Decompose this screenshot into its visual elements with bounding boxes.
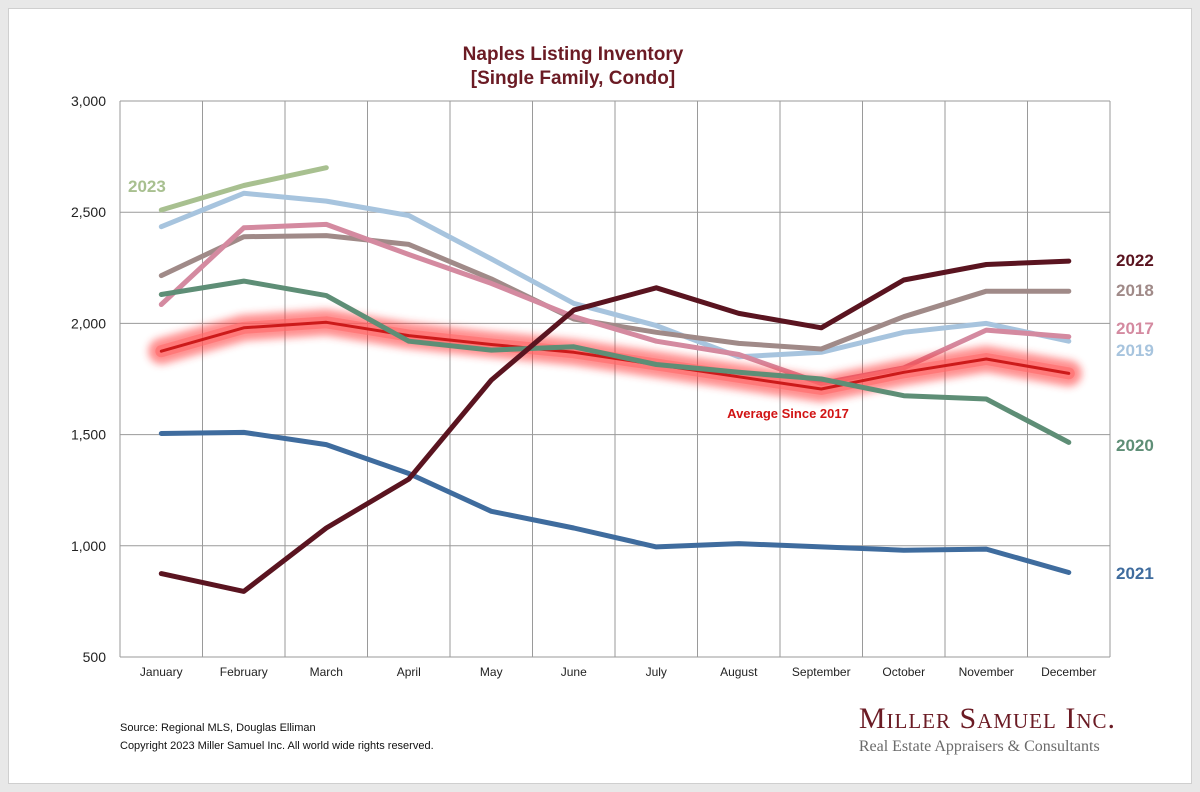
series-labels: 2023 2022 2018 2017 2019 2020 2021 bbox=[128, 177, 1154, 583]
source-note: Source: Regional MLS, Douglas Elliman bbox=[120, 722, 316, 734]
series-2020-line bbox=[158, 278, 1072, 445]
y-tick-label: 1,000 bbox=[71, 538, 106, 554]
brand-name: Miller Samuel Inc. bbox=[858, 702, 1116, 735]
copyright-note: Copyright 2023 Miller Samuel Inc. All wo… bbox=[120, 740, 434, 752]
x-tick-label: March bbox=[310, 665, 343, 679]
axes: 500 1,000 1,500 2,000 2,500 3,000 January Febru… bbox=[71, 93, 1096, 679]
y-tick-label: 1,500 bbox=[71, 427, 106, 443]
chart-frame bbox=[8, 8, 1192, 784]
chart-title-line-1: Naples Listing Inventory bbox=[463, 44, 684, 65]
brand-tagline: Real Estate Appraisers & Consultants bbox=[858, 738, 1100, 755]
series-2018-line bbox=[158, 233, 1072, 352]
series-label-2023: 2023 bbox=[128, 177, 166, 196]
series-label-2017: 2017 bbox=[1116, 319, 1154, 338]
x-tick-label: December bbox=[1041, 665, 1096, 679]
y-tick-label: 3,000 bbox=[71, 93, 106, 109]
series-label-2019: 2019 bbox=[1116, 341, 1154, 360]
series-label-2018: 2018 bbox=[1116, 281, 1154, 300]
series-lines bbox=[148, 165, 1082, 594]
x-tick-label: June bbox=[561, 665, 587, 679]
average-annotation: Average Since 2017 bbox=[727, 406, 849, 421]
series-2023-line bbox=[158, 165, 329, 213]
x-tick-label: April bbox=[397, 665, 421, 679]
series-2022-line bbox=[158, 258, 1072, 594]
x-tick-label: September bbox=[792, 665, 851, 679]
series-2021-line bbox=[158, 429, 1072, 575]
x-tick-label: May bbox=[480, 665, 503, 679]
series-2019-line bbox=[158, 190, 1072, 360]
x-tick-label: February bbox=[220, 665, 268, 679]
y-tick-label: 2,000 bbox=[71, 315, 106, 331]
series-label-2021: 2021 bbox=[1116, 564, 1154, 583]
series-average-since-2017-line bbox=[159, 320, 1071, 391]
x-tick-label: November bbox=[959, 665, 1014, 679]
y-tick-label: 500 bbox=[83, 649, 107, 665]
x-tick-label: January bbox=[140, 665, 183, 679]
x-tick-label: August bbox=[720, 665, 758, 679]
x-tick-label: July bbox=[646, 665, 667, 679]
series-label-2022: 2022 bbox=[1116, 251, 1154, 270]
brand-block: Miller Samuel Inc. Real Estate Appraiser… bbox=[859, 702, 1116, 756]
y-tick-label: 2,500 bbox=[71, 204, 106, 220]
series-label-2020: 2020 bbox=[1116, 436, 1154, 455]
chart-title-line-2: [Single Family, Condo] bbox=[471, 68, 675, 89]
x-tick-label: October bbox=[882, 665, 925, 679]
